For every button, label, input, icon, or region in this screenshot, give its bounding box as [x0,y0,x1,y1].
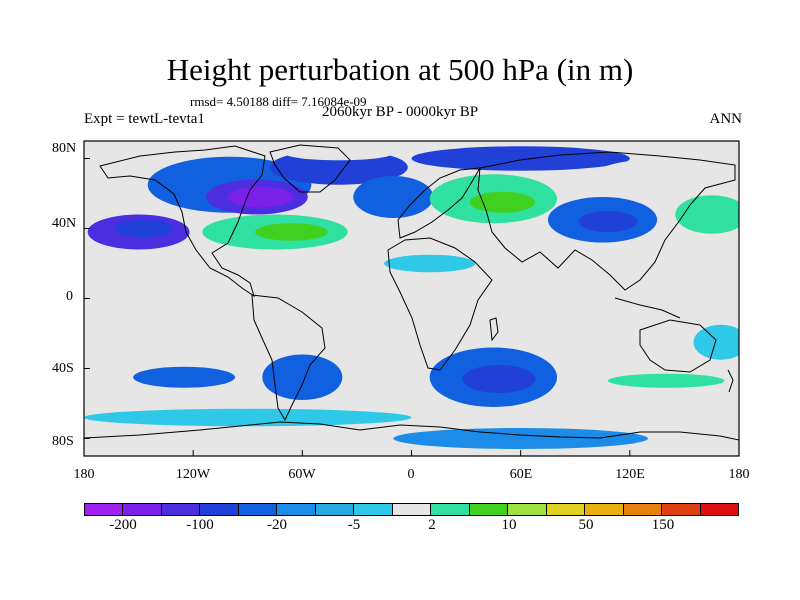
stats-text: rmsd= 4.50188 diff= 7.16084e-09 [190,94,367,109]
plot-title: Height perturbation at 500 hPa (in m) [166,52,634,87]
colorbar-swatch [238,504,278,515]
colorbar-swatch [123,504,162,515]
contour-region-s-pacific-low [133,366,236,388]
colorbar-label: 50 [578,517,594,533]
contour-region-indian-ocean-low-core [462,365,536,393]
colorbar [84,503,739,516]
lon-label: 60E [509,467,533,482]
contour-region-canada-low-inner [227,186,294,208]
colorbar-label: 2 [428,517,436,533]
colorbar-swatch [85,504,124,515]
colorbar-label: -20 [267,517,287,533]
contour-region-w-pacific-high [675,195,739,234]
contour-region-asia-low-core [578,211,638,232]
lon-label: 60W [288,467,316,482]
colorbar-swatch [662,504,701,515]
colorbar-swatch [469,504,509,515]
colorbar-swatch [585,504,624,515]
colorbar-swatch [700,504,738,515]
contour-region-arctic-low [411,146,630,171]
lat-label: 80S [52,434,74,449]
contour-region-europe-high-core [469,191,536,213]
contour-region-s-atlantic-high [342,335,379,360]
experiment-label: Expt = tewtL-tevta1 [84,111,205,127]
coastlines [84,144,739,441]
lon-label: 180 [728,467,750,482]
period-label: 2060kyr BP - 0000kyr BP [321,104,479,120]
contour-region-s-america-low [262,354,343,400]
contour-region-n-pacific-east-core [114,219,174,238]
contour-region-n-atlantic-low [353,176,434,218]
contour-region-s-ocean-high-core [608,373,725,388]
lat-label: 80N [52,141,77,156]
colorbar-label: 150 [651,517,675,533]
contour-fills [84,146,739,453]
contour-region-greenland-high [284,146,394,161]
map-panel [83,140,740,457]
contour-region-n-atlantic-core [255,223,328,241]
contour-region-antarctic-low [393,428,649,449]
colorbar-swatch [354,504,393,515]
colorbar-swatch [277,504,316,515]
lon-label: 120E [615,467,645,482]
contour-region-e-asia-band [593,158,739,194]
lon-label: 120W [175,467,211,482]
colorbar-label: -100 [186,517,214,533]
colorbar-swatch [392,504,432,515]
season-label: ANN [709,111,743,127]
colorbar-swatch [315,504,355,515]
colorbar-swatch [546,504,586,515]
contour-region-s-pacific-high [125,335,206,360]
contour-region-antarctic-band [84,408,412,427]
lat-label: 40N [52,216,77,231]
colorbar-swatch [623,504,663,515]
contour-region-w-pacific-tropics [693,324,739,360]
colorbar-label: -200 [109,517,137,533]
colorbar-swatch [508,504,547,515]
lon-label: 180 [73,467,95,482]
lat-label: 0 [66,289,73,304]
colorbar-swatch [431,504,470,515]
contour-region-ross-high [684,431,739,453]
colorbar-label: 10 [501,517,517,533]
contour-region-africa-band [384,254,476,273]
colorbar-label: -5 [347,517,361,533]
colorbar-swatch [200,504,239,515]
colorbar-swatch [161,504,201,515]
lat-label: 40S [52,361,74,376]
lon-label: 0 [407,467,415,482]
axis-ticks [83,158,740,456]
